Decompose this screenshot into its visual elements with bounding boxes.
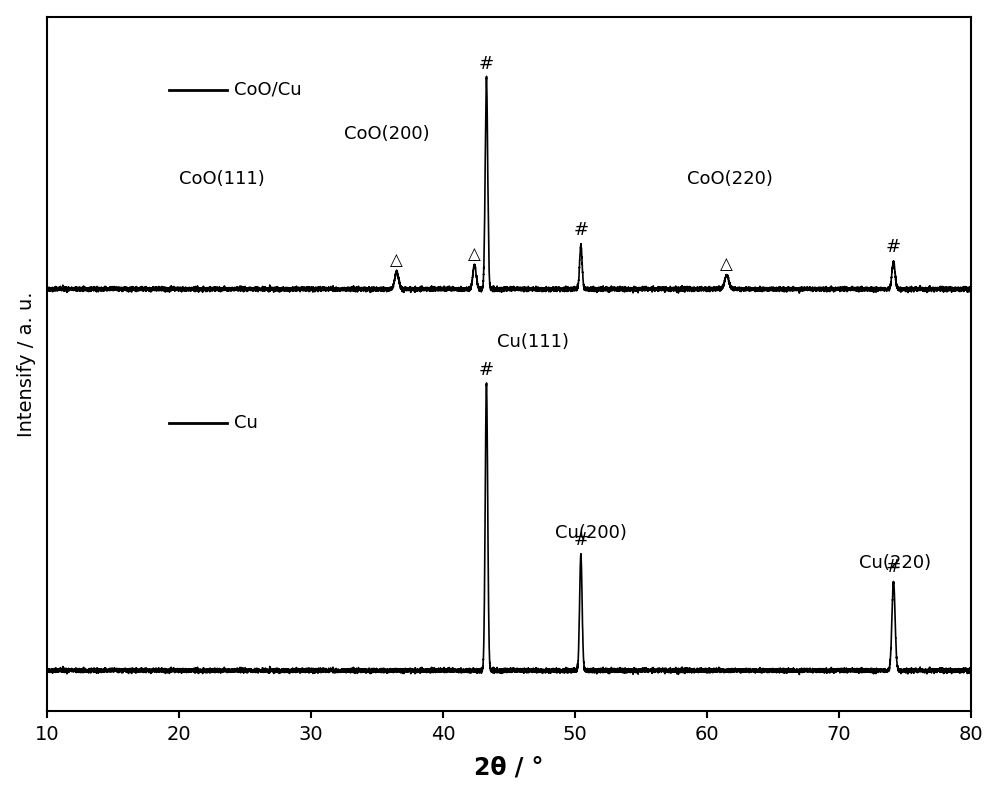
Text: #: # bbox=[886, 238, 901, 256]
Text: #: # bbox=[573, 531, 588, 549]
Text: #: # bbox=[479, 54, 494, 72]
Text: Cu(200): Cu(200) bbox=[555, 524, 627, 541]
Text: #: # bbox=[573, 221, 588, 240]
Text: CoO/Cu: CoO/Cu bbox=[234, 80, 301, 99]
Text: Cu: Cu bbox=[234, 414, 257, 432]
Y-axis label: Intensify / a. u.: Intensify / a. u. bbox=[17, 291, 36, 437]
Text: Cu(111): Cu(111) bbox=[497, 333, 569, 351]
X-axis label: 2θ / °: 2θ / ° bbox=[474, 755, 544, 779]
Text: △: △ bbox=[720, 255, 733, 273]
Text: CoO(111): CoO(111) bbox=[179, 170, 265, 188]
Text: △: △ bbox=[468, 244, 481, 263]
Text: Cu(220): Cu(220) bbox=[859, 554, 931, 572]
Text: △: △ bbox=[390, 252, 403, 269]
Text: CoO(220): CoO(220) bbox=[687, 170, 773, 188]
Text: #: # bbox=[886, 559, 901, 576]
Text: CoO(200): CoO(200) bbox=[344, 125, 429, 143]
Text: #: # bbox=[479, 361, 494, 379]
